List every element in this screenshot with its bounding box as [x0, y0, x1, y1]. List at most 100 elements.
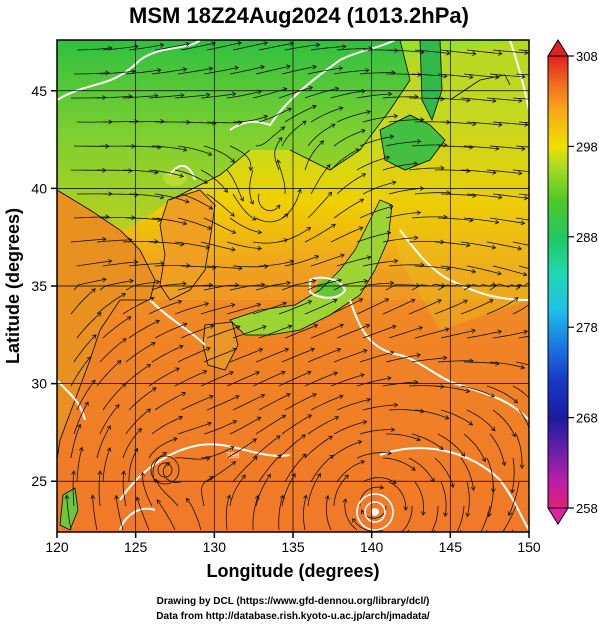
streamline	[492, 193, 528, 199]
streamline-arrow	[115, 404, 120, 409]
streamline	[148, 300, 182, 315]
streamline	[281, 66, 317, 75]
streamline-arrow	[361, 173, 367, 178]
streamline	[232, 325, 267, 339]
streamline	[388, 481, 407, 511]
streamline	[73, 334, 97, 363]
streamline	[460, 241, 496, 249]
land-china-coast	[57, 190, 155, 460]
streamline-arrow	[279, 494, 285, 500]
lat-lon-grid	[57, 40, 529, 532]
streamline	[414, 409, 449, 419]
streamline	[281, 414, 312, 435]
streamline	[352, 518, 384, 532]
streamline	[174, 169, 208, 184]
streamline-arrow	[310, 347, 316, 353]
streamline-arrow	[342, 44, 347, 50]
streamline	[411, 283, 446, 291]
streamline	[203, 284, 239, 291]
streamline-arrow	[492, 170, 497, 175]
streamline	[200, 446, 234, 459]
streamline-arrow	[126, 316, 132, 321]
streamline	[200, 93, 236, 99]
streamline-arrow	[523, 195, 529, 201]
streamline-arrow	[465, 242, 471, 248]
streamline-arrow	[180, 92, 185, 98]
streamline-arrow	[420, 511, 426, 516]
streamline	[492, 409, 516, 437]
streamline	[440, 121, 476, 125]
streamline	[518, 409, 529, 430]
streamline-arrow	[235, 395, 240, 400]
streamline-arrow	[307, 300, 313, 305]
streamline-arrow	[238, 120, 243, 126]
streamline-arrow	[159, 42, 165, 48]
streamline	[515, 361, 529, 366]
streamline	[489, 217, 525, 224]
streamline-arrow	[491, 553, 495, 557]
streamline-arrow	[384, 298, 390, 303]
streamline-arrow	[521, 146, 526, 152]
streamline	[255, 474, 271, 507]
streamline-arrow	[388, 204, 394, 210]
streamline	[70, 356, 91, 387]
streamline	[518, 265, 529, 270]
streamline-arrow	[390, 427, 396, 433]
streamline-arrow	[379, 484, 385, 490]
streamline-arrow	[121, 470, 126, 476]
streamline	[336, 324, 370, 339]
streamline-arrow	[71, 470, 76, 475]
streamline	[356, 377, 392, 387]
streamline	[281, 120, 307, 147]
streamline	[512, 97, 529, 100]
streamline	[492, 121, 528, 126]
streamline-arrow	[184, 198, 190, 204]
y-tick-label: 45	[31, 83, 47, 99]
streamline-arrow	[236, 325, 241, 330]
y-axis-label: Latitude (degrees)	[3, 208, 23, 364]
streamline	[203, 217, 236, 234]
streamline-arrow	[440, 165, 445, 171]
streamline	[255, 348, 289, 363]
streamline	[122, 364, 151, 387]
streamline	[125, 69, 161, 75]
streamline-arrow	[207, 151, 213, 156]
streamline-arrow	[281, 414, 287, 419]
streamline	[485, 529, 488, 532]
streamline-arrow	[208, 282, 214, 288]
streamline	[359, 429, 395, 435]
streamline-arrow	[86, 356, 91, 361]
streamline	[441, 193, 476, 197]
streamline	[73, 216, 110, 219]
streamline-arrow	[524, 122, 529, 127]
streamline-arrow	[389, 134, 395, 140]
colorbar-tick-label: 258	[576, 501, 598, 516]
streamline-arrow	[289, 41, 295, 47]
streamline	[492, 49, 528, 54]
streamline	[437, 217, 473, 221]
streamline-arrow	[463, 299, 468, 304]
streamline	[154, 323, 188, 339]
streamline-arrow	[266, 473, 271, 479]
streamline-arrow	[344, 474, 349, 480]
streamline-arrow	[231, 91, 237, 97]
streamline-arrow	[336, 347, 342, 353]
streamline	[206, 326, 241, 339]
streamline-arrow	[358, 226, 364, 231]
streamline	[414, 192, 451, 195]
streamline	[226, 90, 262, 99]
streamline-arrow	[91, 379, 96, 385]
streamline-arrow	[366, 109, 372, 115]
streamline-arrow	[450, 483, 455, 488]
streamline-arrow	[440, 96, 445, 102]
streamline-arrow	[105, 70, 110, 76]
streamline-arrow	[253, 456, 258, 461]
streamline	[258, 42, 294, 51]
streamline	[128, 320, 160, 339]
streamline	[385, 140, 421, 147]
colorbar-bottom-arrow	[547, 507, 569, 525]
streamline-arrow	[263, 114, 269, 120]
streamline-arrow	[403, 506, 409, 511]
streamline	[434, 241, 470, 246]
streamline	[102, 261, 138, 267]
